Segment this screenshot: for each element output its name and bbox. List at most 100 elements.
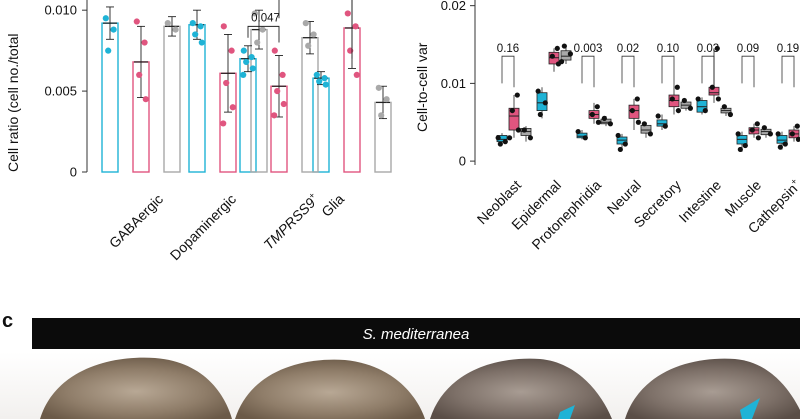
right-y-tick-label: 0 <box>459 154 466 169</box>
box-cyan <box>776 135 788 144</box>
point-pink <box>271 47 278 54</box>
point <box>687 105 694 111</box>
bar-cyan <box>188 24 206 173</box>
point <box>617 146 623 153</box>
point-pink <box>279 71 286 79</box>
pvalue-bracket <box>781 55 795 88</box>
point-pink <box>141 39 148 46</box>
right-y-axis-label: Cell-to-cell var <box>414 42 430 132</box>
pvalue-bracket <box>501 55 515 88</box>
point-pink <box>220 23 227 30</box>
point-cyan <box>197 23 204 30</box>
worm-image-2 <box>235 359 425 419</box>
point <box>554 45 560 52</box>
pvalue-label: 0.03 <box>697 43 719 55</box>
right-category-label: Protonephridia <box>528 177 604 253</box>
point <box>567 51 574 57</box>
right-category-label-superscript: + <box>788 176 799 187</box>
point <box>669 96 675 102</box>
point <box>594 104 600 110</box>
point-gray <box>305 42 312 49</box>
box-cyan <box>656 119 668 127</box>
left-category-label-superscript: + <box>306 190 317 201</box>
pvalue-bracket <box>621 55 635 88</box>
pvalue-label: 0.10 <box>657 43 679 55</box>
point-cyan <box>249 65 256 72</box>
point-pink <box>228 47 235 54</box>
point <box>647 131 654 137</box>
point-gray <box>375 84 382 91</box>
point <box>521 127 527 133</box>
point <box>735 131 741 137</box>
point <box>727 111 734 118</box>
point <box>575 128 581 135</box>
pvalue-bracket <box>741 55 755 88</box>
point <box>542 100 548 106</box>
point <box>559 59 565 65</box>
point <box>789 131 795 137</box>
point <box>755 135 762 141</box>
right-y-tick-label: 0.01 <box>441 76 466 91</box>
point <box>681 97 687 104</box>
point-cyan <box>321 75 328 82</box>
point-pink <box>352 23 359 30</box>
point-cyan <box>240 71 247 79</box>
point <box>761 125 767 131</box>
point-pink <box>223 79 230 87</box>
left-y-tick-label: 0.010 <box>44 3 77 18</box>
point-cyan <box>192 31 199 38</box>
left-data-points <box>102 10 390 127</box>
pvalue-bracket <box>661 55 675 88</box>
point <box>775 131 781 137</box>
point-pink <box>133 18 140 25</box>
point <box>715 96 722 102</box>
point-gray <box>378 112 385 119</box>
point <box>629 107 635 114</box>
bar-gray <box>163 25 181 173</box>
left-category-label: TMPRSS9+ <box>260 190 323 253</box>
point-cyan <box>105 47 112 54</box>
left-category-label-text: Dopaminergic <box>167 191 239 263</box>
right-y-tick-label: 0.02 <box>441 0 466 13</box>
point <box>497 141 503 147</box>
point-gray <box>251 10 258 17</box>
point <box>662 123 668 129</box>
left-category-label-text: TMPRSS9 <box>260 194 318 252</box>
pvalue-label: 0.16 <box>497 43 519 55</box>
left-y-tick-label: 0.005 <box>44 84 77 99</box>
point <box>561 43 567 49</box>
point <box>515 127 522 133</box>
point-gray <box>383 96 390 103</box>
pvalue-bracket <box>701 55 715 88</box>
point <box>509 107 515 114</box>
point <box>674 84 680 90</box>
right-y-ticks: 0 0.01 0.02 <box>441 0 475 169</box>
cell-variability-box-chart: Cell-to-cell var 0 0.01 0.02 0.16 0.003 0.02… <box>414 0 800 253</box>
point <box>737 146 743 153</box>
point <box>721 104 727 110</box>
point-cyan <box>240 47 247 54</box>
left-category-label: GABAergic <box>106 191 166 251</box>
right-box-plots <box>496 46 800 152</box>
point <box>742 142 748 149</box>
species-banner-text: S. mediterranea <box>363 326 470 343</box>
point-cyan <box>248 54 255 61</box>
box-pink <box>508 107 520 131</box>
worm-image-3 <box>430 358 612 419</box>
point-pink <box>271 112 278 119</box>
left-y-tick-label: 0 <box>70 165 77 180</box>
point <box>549 53 555 59</box>
point-cyan <box>198 39 205 46</box>
point-pink <box>344 10 351 17</box>
point <box>607 121 614 127</box>
panel-letter: c <box>2 310 13 332</box>
point <box>795 136 800 142</box>
point <box>595 119 602 125</box>
pvalue-label: 0.02 <box>617 43 639 55</box>
right-category-label-text: Protonephridia <box>528 177 604 253</box>
point-cyan <box>243 58 250 66</box>
point <box>514 92 520 98</box>
point <box>527 135 534 141</box>
left-y-ticks: 0 0.005 0.010 <box>44 3 87 180</box>
